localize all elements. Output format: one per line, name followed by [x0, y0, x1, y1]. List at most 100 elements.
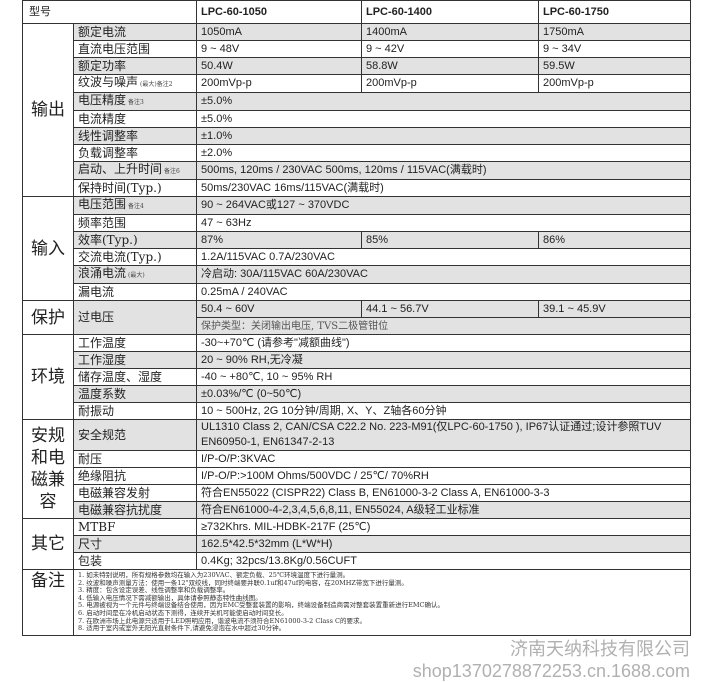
table-row: 电磁兼容发射 符合EN55022 (CISPR22) Class B, EN610… — [23, 484, 691, 502]
table-row: 频率范围 47 ~ 63Hz — [23, 214, 691, 232]
table-row: 电磁兼容抗扰度 符合EN61000-4-2,3,4,5,6,8,11, EN550… — [23, 501, 691, 519]
group-label: 保护 — [22, 300, 74, 335]
row-label-text: 安全规范 — [78, 427, 127, 442]
value-cell: 9 ~ 34V — [538, 40, 691, 58]
row-label: 额定电流 — [73, 23, 197, 41]
row-label: 额定功率 — [73, 57, 197, 75]
row-label-text: 储存温度、湿度 — [78, 369, 163, 384]
table-row: 交流电流(Typ.) 1.2A/115VAC 0.7A/230VAC — [23, 248, 691, 266]
table-row: 包装 0.4Kg; 32pcs/13.8Kg/0.56CUFT — [23, 552, 691, 570]
row-label-text: 温度系数 — [78, 386, 127, 401]
value-cell: 0.4Kg; 32pcs/13.8Kg/0.56CUFT — [196, 552, 691, 570]
group-label: 输出 — [22, 23, 74, 197]
value-cell: UL1310 Class 2, CAN/CSA C22.2 No. 223-M9… — [196, 419, 691, 451]
row-label: 负载调整率 — [73, 144, 197, 162]
value-cell: 1.2A/115VAC 0.7A/230VAC — [196, 248, 691, 266]
table-row: 耐压 I/P-O/P:3KVAC — [23, 450, 691, 468]
value-cell: ±2.0% — [196, 144, 691, 162]
watermark: 济南天纳科技有限公司 shop1370278872253.cn.1688.com — [22, 636, 690, 682]
value-cell: 85% — [361, 231, 539, 249]
table-row: 工作湿度 20 ~ 90% RH,无冷凝 — [23, 351, 691, 369]
row-label: 电磁兼容发射 — [73, 484, 197, 502]
group-label: 安规和电磁兼容 — [22, 419, 74, 519]
value-cell: 58.8W — [361, 57, 539, 75]
row-label-text: 工作湿度 — [78, 352, 127, 367]
row-label-text: 电压范围 — [78, 197, 127, 211]
value-cell: 符合EN55022 (CISPR22) Class B, EN61000-3-2… — [196, 484, 691, 502]
table-row: 电压精度 备注3 ±5.0% — [23, 92, 691, 111]
row-label: 保持时间(Typ.) — [73, 179, 197, 197]
value-cell: 47 ~ 63Hz — [196, 214, 691, 232]
row-label: 安全规范 — [73, 419, 197, 451]
spec-table: 型号 LPC-60-1050 LPC-60-1400 LPC-60-1750 输… — [22, 0, 691, 636]
value-cell: 50.4 ~ 60V — [196, 300, 362, 318]
row-label-text: 耐振动 — [78, 403, 115, 418]
row-label: 交流电流(Typ.) — [73, 248, 197, 266]
group-label: 输入 — [22, 196, 74, 301]
table-row: 温度系数 ±0.03%/℃ (0~50℃) — [23, 385, 691, 403]
header-row: 型号 LPC-60-1050 LPC-60-1400 LPC-60-1750 — [22, 0, 691, 24]
row-label: 直流电压范围 — [73, 40, 197, 58]
value-cell: 9 ~ 42V — [361, 40, 539, 58]
row-label-text: 纹波与噪声 — [78, 75, 139, 89]
table-row: 安规和电磁兼容 安全规范 UL1310 Class 2, CAN/CSA C22.2… — [22, 419, 691, 519]
value-cell: 500ms, 120ms / 230VAC 500ms, 120ms / 115… — [196, 161, 691, 180]
row-label: 电压范围 备注4 — [73, 196, 197, 215]
table-row: 输出 额定电流 1050mA 1400mA 1750mA — [22, 23, 691, 197]
table-row: 保持时间(Typ.) 50ms/230VAC 16ms/115VAC(满载时) — [23, 179, 691, 197]
notes-list: 1. 如未特别说明，所有规格参数均在输入为230VAC、额定负载、25℃环境温度… — [73, 569, 691, 636]
watermark-shop: shop1370278872253.cn.1688.com — [412, 660, 690, 681]
row-label: 温度系数 — [73, 385, 197, 403]
note-item: 4. 低输入电压情况下需减额输出，具体请参照静态特性曲线图。 — [78, 593, 262, 602]
row-label: 频率范围 — [73, 214, 197, 232]
table-row: 电流精度 ±5.0% — [23, 110, 691, 128]
watermark-company: 济南天纳科技有限公司 — [510, 638, 690, 659]
table-row: 储存温度、湿度 -40 ~ +80℃, 10 ~ 95% RH — [23, 368, 691, 386]
model-1: LPC-60-1050 — [196, 0, 362, 24]
row-note: 备注6 — [164, 168, 180, 175]
value-cell: 39.1 ~ 45.9V — [538, 300, 691, 318]
table-row: 浪涌电流 (最大) 冷启动: 30A/115VAC 60A/230VAC — [23, 265, 691, 284]
row-label-text: 工作温度 — [78, 335, 127, 350]
table-row: 直流电压范围 9 ~ 48V 9 ~ 42V 9 ~ 34V — [23, 40, 691, 58]
row-label: 绝缘阻抗 — [73, 467, 197, 485]
row-label: 纹波与噪声 (最大)备注2 — [73, 74, 197, 93]
notes-row: 备注 1. 如未特别说明，所有规格参数均在输入为230VAC、额定负载、25℃环境… — [22, 569, 691, 636]
value-cell: 200mVp-p — [196, 74, 362, 93]
row-label-text: 保持时间(Typ.) — [78, 180, 162, 195]
row-note: 备注3 — [128, 99, 144, 106]
table-row: 耐振动 10 ~ 500Hz, 2G 10分钟/周期, X、Y、Z轴各60分钟 — [23, 402, 691, 420]
protection-type: 保护类型：关闭输出电压, TVS二极管钳位 — [196, 317, 691, 335]
table-row: 效率(Typ.) 87% 85% 86% — [23, 231, 691, 249]
group-label: 环境 — [22, 334, 74, 420]
row-label-text: 额定功率 — [78, 58, 127, 73]
row-label: 线性调整率 — [73, 127, 197, 145]
row-label: 电流精度 — [73, 110, 197, 128]
value-cell: 50ms/230VAC 16ms/115VAC(满载时) — [196, 179, 691, 197]
row-label-text: 电流精度 — [78, 111, 127, 126]
row-note: 备注4 — [128, 203, 144, 210]
note-item: 2. 纹波和噪声测量方法：使用一条12"双绞线，同时终端要并联0.1uf和47u… — [78, 578, 408, 587]
value-cell: 200mVp-p — [538, 74, 691, 93]
value-cell: 1750mA — [538, 23, 691, 41]
value-cell: 50.4W — [196, 57, 362, 75]
model-3: LPC-60-1750 — [538, 0, 691, 24]
row-note: (最大)备注2 — [140, 81, 173, 88]
row-label-text: 浪涌电流 — [78, 266, 127, 280]
value-cell: ±1.0% — [196, 127, 691, 145]
table-row: 线性调整率 ±1.0% — [23, 127, 691, 145]
row-label-text: 交流电流(Typ.) — [78, 249, 162, 264]
row-label-text: 电压精度 — [78, 93, 127, 107]
table-row: 输入 电压范围 备注4 90 ~ 264VAC或127 ~ 370VDC — [22, 196, 691, 301]
row-label: 效率(Typ.) — [73, 231, 197, 249]
row-label-text: 过电压 — [78, 310, 115, 324]
table-row: 启动、上升时间 备注6 500ms, 120ms / 230VAC 500ms, 1… — [23, 161, 691, 180]
table-row: 尺寸 162.5*42.5*32mm (L*W*H) — [23, 535, 691, 553]
row-label: 耐压 — [73, 450, 197, 468]
value-cell: 0.25mA / 240VAC — [196, 283, 691, 301]
row-label-text: 直流电压范围 — [78, 41, 151, 56]
value-cell: ≥732Khrs. MIL-HDBK-217F (25℃) — [196, 518, 691, 536]
row-label: MTBF — [73, 518, 197, 536]
row-label: 尺寸 — [73, 535, 197, 553]
value-cell: 44.1 ~ 56.7V — [361, 300, 539, 318]
